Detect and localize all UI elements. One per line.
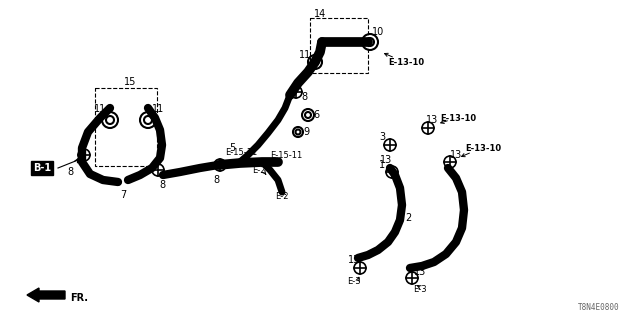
Text: 8: 8	[67, 167, 73, 177]
Text: 5: 5	[229, 143, 235, 153]
Text: E-15-11: E-15-11	[270, 150, 302, 159]
Text: B-1: B-1	[33, 163, 51, 173]
Bar	[95, 88, 157, 166]
Text: 13: 13	[426, 115, 438, 125]
Text: 1: 1	[379, 160, 385, 170]
Text: 15: 15	[124, 77, 136, 87]
Text: 9: 9	[303, 127, 309, 137]
Text: E-2: E-2	[252, 165, 266, 174]
Text: 3: 3	[379, 132, 385, 142]
Text: 13: 13	[414, 267, 426, 277]
Text: 14: 14	[314, 9, 326, 19]
Text: E-3: E-3	[347, 277, 361, 286]
Text: E-13-10: E-13-10	[440, 114, 476, 123]
Text: 13: 13	[348, 255, 360, 265]
Text: 13: 13	[450, 150, 462, 160]
Text: 11: 11	[299, 50, 311, 60]
Text: 8: 8	[159, 180, 165, 190]
Text: 7: 7	[120, 190, 126, 200]
Bar	[310, 18, 368, 73]
Text: E-13-10: E-13-10	[388, 58, 424, 67]
Text: FR.: FR.	[70, 293, 88, 303]
Text: 6: 6	[313, 110, 319, 120]
FancyArrow shape	[27, 288, 65, 302]
Text: E-15-11: E-15-11	[225, 148, 257, 156]
Text: E-2: E-2	[275, 191, 289, 201]
Text: E-3: E-3	[413, 285, 427, 294]
Text: 11: 11	[152, 104, 164, 114]
Text: 11: 11	[94, 104, 106, 114]
Text: 8: 8	[301, 92, 307, 102]
Text: 2: 2	[405, 213, 411, 223]
Text: 8: 8	[213, 175, 219, 185]
Text: T8N4E0800: T8N4E0800	[579, 303, 620, 312]
Text: 13: 13	[380, 155, 392, 165]
Text: E-13-10: E-13-10	[465, 143, 501, 153]
Text: 10: 10	[372, 27, 384, 37]
